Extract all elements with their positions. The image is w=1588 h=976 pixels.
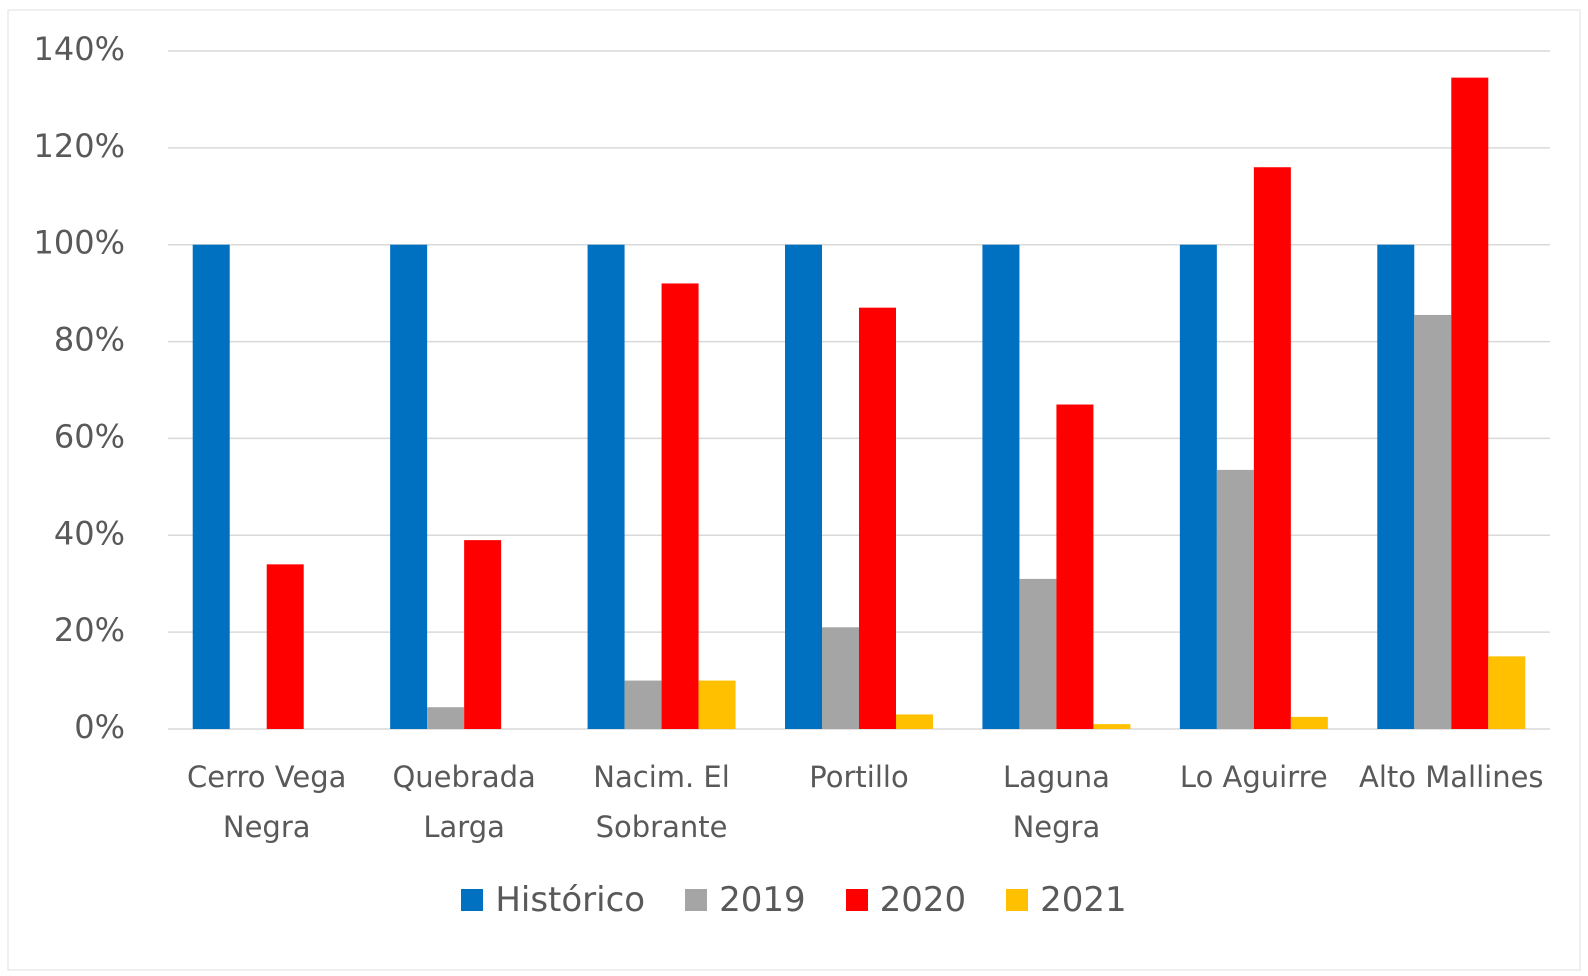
y-tick-label: 140% <box>34 30 125 68</box>
y-tick-label: 120% <box>34 127 125 165</box>
bar <box>896 714 933 729</box>
bar <box>1093 724 1131 729</box>
bar <box>192 244 230 729</box>
y-tick-label: 20% <box>54 611 125 649</box>
bar <box>1056 404 1094 729</box>
y-tick-label: 0% <box>74 708 125 746</box>
y-tick-label: 100% <box>34 224 125 262</box>
legend-swatch <box>845 889 868 911</box>
bar <box>1451 77 1489 729</box>
bar <box>587 244 625 729</box>
x-tick-label: Quebrada Larga <box>392 760 536 844</box>
legend-item: Histórico <box>461 880 645 920</box>
chart-border <box>7 9 1581 971</box>
y-tick-label: 80% <box>54 321 125 359</box>
bar <box>1216 469 1254 729</box>
bar <box>1290 716 1328 729</box>
x-tick-label: Cerro Vega Negra <box>187 760 347 844</box>
x-tick-label: Nacim. El Sobrante <box>593 760 730 844</box>
x-tick-label: Laguna Negra <box>1002 760 1110 844</box>
bar <box>1377 244 1415 729</box>
legend-swatch <box>461 889 484 911</box>
legend-label: 2019 <box>719 880 806 920</box>
bar <box>390 244 428 729</box>
bar <box>698 680 736 729</box>
x-tick-label: Alto Mallines <box>1359 760 1544 794</box>
legend-item: 2021 <box>1006 880 1127 920</box>
bar <box>785 244 822 729</box>
legend-label: 2021 <box>1040 880 1127 920</box>
legend-item: 2020 <box>845 880 967 920</box>
y-tick-label: 40% <box>54 514 125 552</box>
legend: Histórico 2019 2020 2021 <box>0 880 1588 920</box>
bar <box>624 680 662 729</box>
bar <box>1488 656 1526 729</box>
legend-swatch <box>1006 889 1029 911</box>
legend-swatch <box>685 889 708 911</box>
x-tick-label: Lo Aguirre <box>1179 760 1328 794</box>
bar <box>822 627 859 729</box>
bar <box>982 244 1020 729</box>
x-tick-label: Portillo <box>809 760 909 794</box>
legend-label: Histórico <box>495 880 646 920</box>
bar <box>1253 167 1291 729</box>
bar <box>427 707 465 729</box>
bar <box>266 564 304 729</box>
bar <box>859 307 896 729</box>
bar <box>661 283 699 729</box>
bar <box>1019 578 1057 729</box>
bar <box>1414 314 1452 729</box>
legend-label: 2020 <box>879 880 967 920</box>
y-tick-label: 60% <box>54 417 125 455</box>
legend-item: 2019 <box>685 880 806 920</box>
bar <box>464 540 502 729</box>
bar <box>1179 244 1217 729</box>
